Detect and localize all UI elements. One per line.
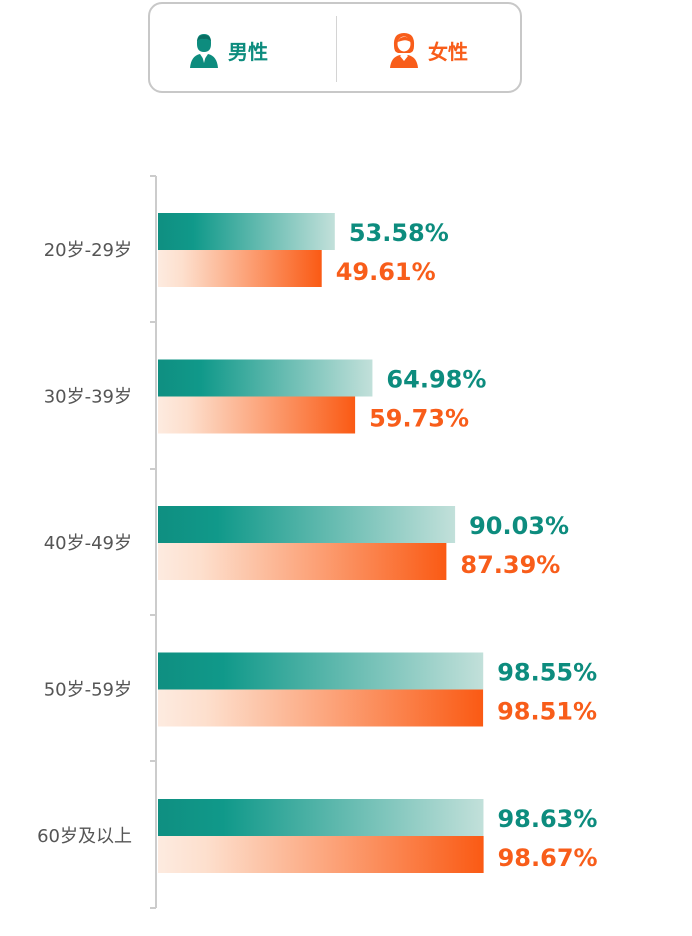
legend-label-male: 男性 [228,39,268,64]
bar-male [158,652,484,690]
data-label-female: 98.51% [497,698,597,726]
bar-female [158,543,447,580]
data-label-male: 90.03% [469,512,569,540]
data-label-male: 98.55% [497,659,597,687]
bar-female [158,836,484,873]
category-label: 30岁-39岁 [44,387,132,408]
bar-female [158,689,484,727]
data-label-female: 49.61% [336,258,436,286]
bar-male [158,359,373,397]
data-label-female: 98.67% [498,844,598,872]
bar-female [158,250,322,287]
legend-item-male: 男性 [188,30,268,70]
category-label: 60岁及以上 [37,826,132,847]
legend-label-female: 女性 [428,39,468,64]
category-label: 40岁-49岁 [44,533,132,554]
bar-male [158,213,335,250]
data-label-male: 98.63% [497,805,597,833]
bar-male [158,506,456,543]
legend: 男性 女性 [148,2,522,93]
female-user-icon [390,33,418,68]
data-label-female: 87.39% [460,551,560,579]
data-label-male: 53.58% [349,219,449,247]
legend-item-female: 女性 [388,30,468,70]
bar-female [158,396,356,434]
male-user-icon [190,34,218,68]
data-label-female: 59.73% [369,405,469,433]
data-label-male: 64.98% [386,366,486,394]
bar-male [158,799,484,836]
category-label: 20岁-29岁 [44,240,132,261]
legend-divider [336,16,337,82]
category-label: 50岁-59岁 [44,680,132,701]
